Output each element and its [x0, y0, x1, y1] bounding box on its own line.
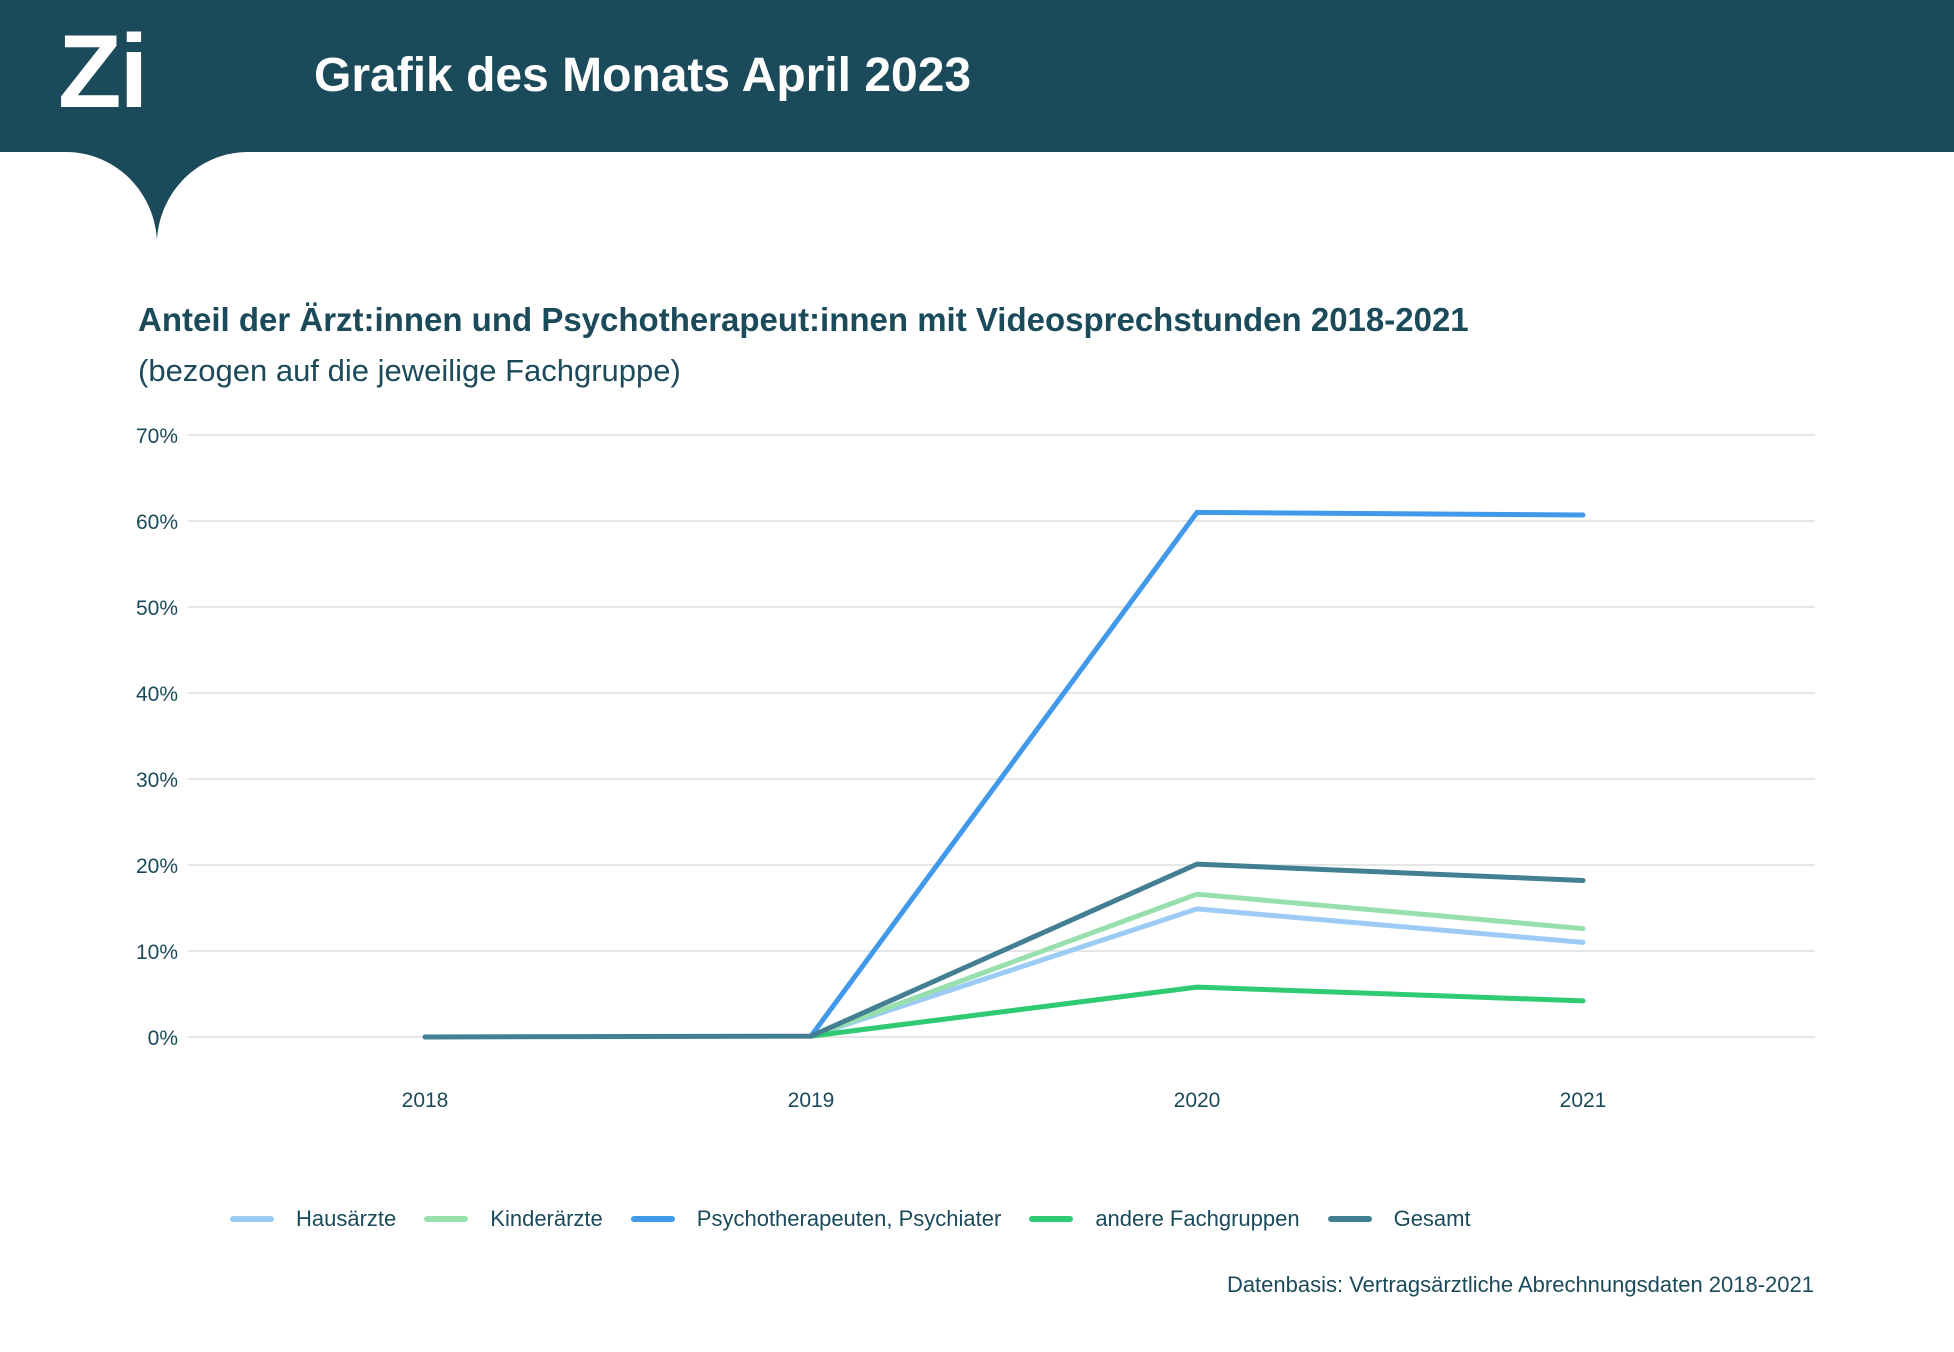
legend-swatch	[1029, 1216, 1074, 1222]
x-tick-label: 2021	[1560, 1089, 1607, 1112]
source-note: Datenbasis: Vertragsärztliche Abrechnung…	[1226, 1272, 1814, 1297]
series-line-kinderärzte	[808, 891, 1586, 1039]
legend-item: andere Fachgruppen	[1029, 1206, 1300, 1232]
header-banner: Zi Grafik des Monats April 2023	[0, 0, 1954, 152]
series-lines	[422, 509, 1586, 1040]
x-axis-ticks: 2018 2019 2020 2021	[402, 1089, 1607, 1112]
y-tick-label: 10%	[136, 941, 178, 964]
y-tick-label: 0%	[148, 1027, 178, 1050]
series-line-hausärzte	[808, 906, 1586, 1039]
series-line-andere-fachgruppen	[808, 984, 1586, 1039]
y-tick-label: 50%	[136, 597, 178, 620]
legend-item: Kinderärzte	[424, 1206, 603, 1232]
legend-label: Kinderärzte	[490, 1206, 603, 1231]
grid-lines	[188, 434, 1815, 1038]
x-tick-label: 2020	[1174, 1089, 1221, 1112]
y-tick-label: 20%	[136, 855, 178, 878]
legend-item: Hausärzte	[230, 1206, 396, 1232]
banner-tab-shape	[0, 150, 300, 240]
legend-label: Gesamt	[1393, 1206, 1471, 1231]
x-tick-label: 2018	[402, 1089, 449, 1112]
legend-item: Psychotherapeuten, Psychiater	[630, 1206, 1002, 1232]
chart-title: Anteil der Ärzt:innen und Psychotherapeu…	[138, 301, 1469, 338]
banner-title: Grafik des Monats April 2023	[314, 49, 972, 102]
legend-swatch	[230, 1216, 274, 1222]
series-line-gesamt	[422, 861, 1586, 1040]
y-tick-label: 60%	[136, 511, 178, 534]
legend-swatch	[424, 1216, 469, 1222]
series-line-psychotherapeuten-psychiater	[808, 509, 1586, 1039]
legend-item: Gesamt	[1327, 1206, 1471, 1232]
zi-logo: Zi	[58, 14, 148, 130]
legend-label: andere Fachgruppen	[1095, 1206, 1300, 1231]
chart-subtitle: (bezogen auf die jeweilige Fachgruppe)	[138, 353, 681, 388]
legend-label: Psychotherapeuten, Psychiater	[696, 1206, 1002, 1231]
legend-swatch	[1327, 1216, 1372, 1222]
legend-label: Hausärzte	[296, 1206, 397, 1231]
legend: Hausärzte Kinderärzte Psychotherapeuten, P…	[230, 1204, 1499, 1234]
y-tick-label: 40%	[136, 683, 178, 706]
y-tick-label: 30%	[136, 769, 178, 792]
x-tick-label: 2019	[788, 1089, 835, 1112]
y-tick-label: 70%	[136, 425, 178, 448]
y-axis-ticks: 0% 10% 20% 30% 40% 50% 60% 70%	[136, 425, 178, 1050]
legend-swatch	[630, 1216, 675, 1222]
